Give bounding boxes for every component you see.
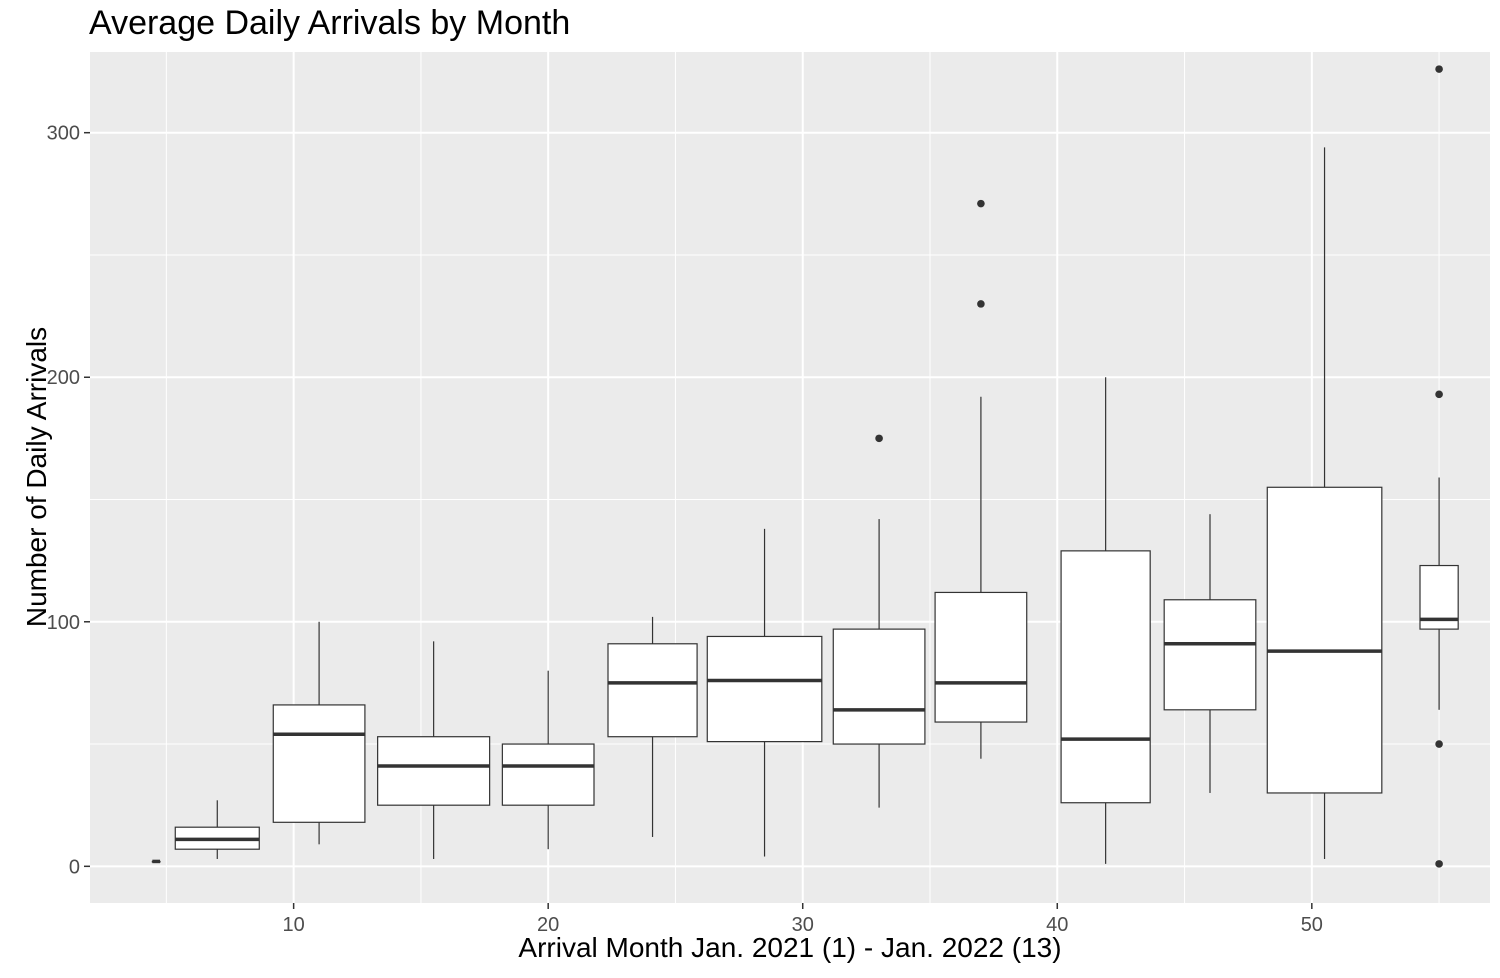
y-tick-label: 0 (69, 856, 80, 878)
x-tick-label: 40 (1046, 914, 1068, 936)
box-iqr (607, 643, 698, 738)
y-tick-label: 300 (47, 123, 80, 145)
outlier-point (1435, 65, 1443, 73)
outlier-point (1435, 860, 1443, 868)
outlier-point (977, 199, 985, 208)
x-tick-label: 50 (1301, 914, 1323, 936)
y-axis-title: Number of Daily Arrivals (21, 326, 52, 628)
outlier-point (1435, 740, 1443, 748)
chart-title: Average Daily Arrivals by Month (89, 4, 571, 42)
box-iqr (1163, 599, 1257, 711)
box-iqr (934, 591, 1028, 723)
box-iqr (377, 736, 491, 806)
box-iqr (501, 743, 595, 806)
box-iqr (1266, 486, 1383, 794)
y-tick-label: 100 (47, 612, 80, 634)
box-iqr (832, 628, 926, 745)
box-iqr (706, 635, 823, 743)
outlier-point (1435, 390, 1443, 399)
x-tick-label: 10 (283, 914, 305, 936)
x-tick-label: 20 (537, 914, 559, 936)
x-tick-label: 30 (792, 914, 814, 936)
outlier-point (875, 434, 883, 443)
y-tick-label: 200 (47, 367, 80, 389)
box-iqr (272, 704, 366, 823)
box-iqr (1060, 550, 1151, 804)
x-axis-title: Arrival Month Jan. 2021 (1) - Jan. 2022 … (518, 932, 1062, 963)
outlier-point (977, 300, 985, 308)
